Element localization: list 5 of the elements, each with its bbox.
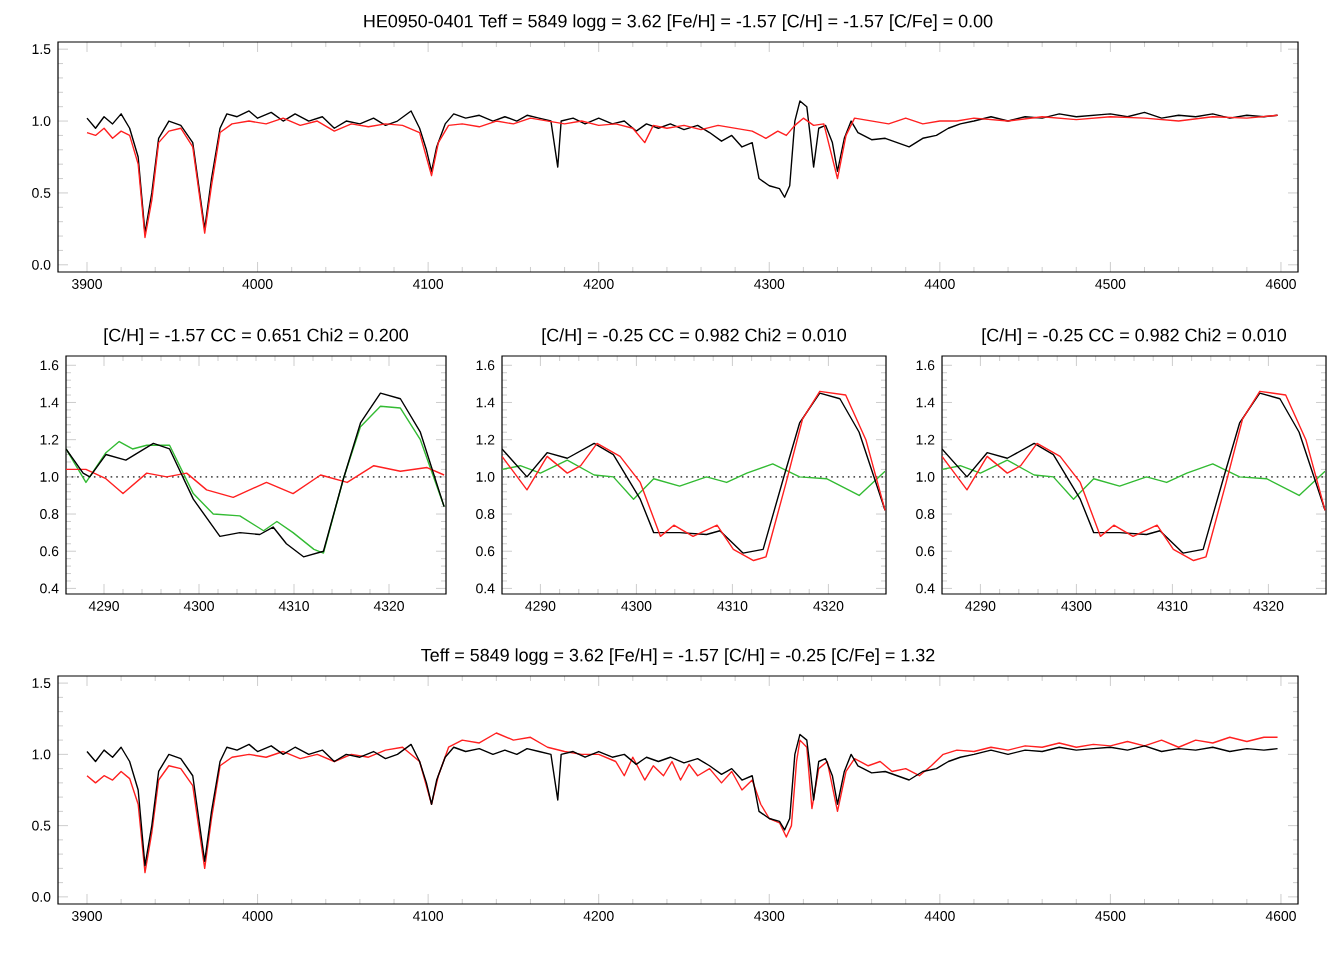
- chart-title: Teff = 5849 logg = 3.62 [Fe/H] = -1.57 [C/H] = -0.25 [C/Fe] = 1.32: [421, 648, 935, 665]
- chart-title: [C/H] = -1.57 CC = 0.651 Chi2 = 0.200: [104, 328, 409, 345]
- chart-title: [C/H] = -0.25 CC = 0.982 Chi2 = 0.010: [982, 328, 1287, 345]
- chart-title: HE0950-0401 Teff = 5849 logg = 3.62 [Fe/H] = -1.57 [C/H] = -1.57 [C/Fe] = 0.00: [364, 14, 993, 31]
- chart-title: [C/H] = -0.25 CC = 0.982 Chi2 = 0.010: [542, 328, 847, 345]
